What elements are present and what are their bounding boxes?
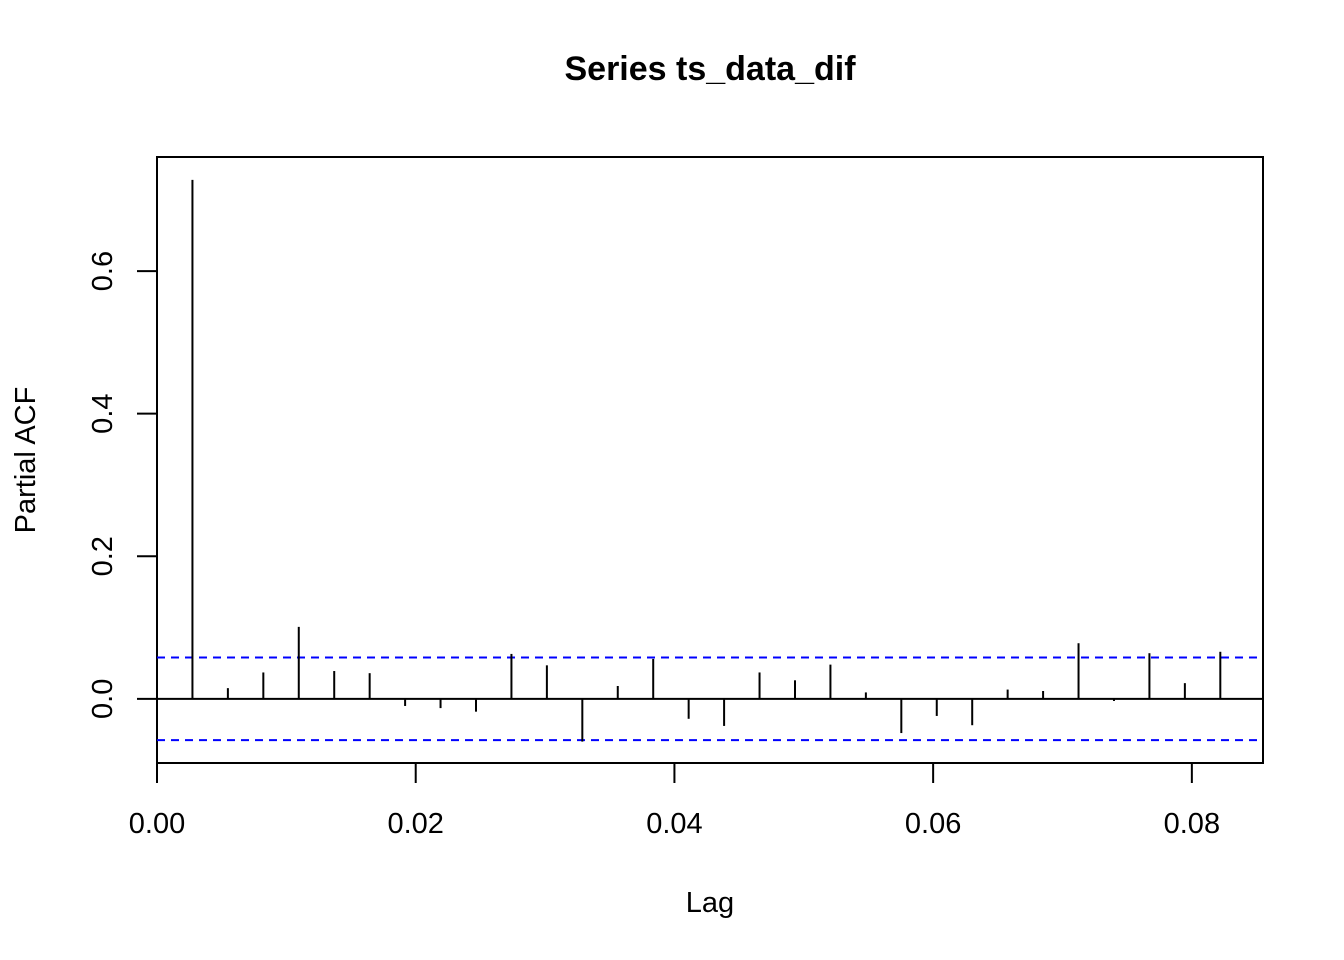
y-tick-label: 0.2	[87, 536, 119, 576]
y-tick-label: 0.6	[87, 251, 119, 291]
x-axis: 0.00 0.02 0.04 0.06 0.08	[129, 762, 1220, 840]
x-tick-label: 0.08	[1164, 808, 1220, 840]
x-tick-label: 0.02	[387, 808, 443, 840]
y-tick-label: 0.0	[87, 679, 119, 719]
chart-title: Series ts_data_dif	[564, 50, 856, 88]
x-tick-label: 0.00	[129, 808, 185, 840]
y-axis: 0.0 0.2 0.4 0.6	[87, 251, 158, 719]
x-tick-label: 0.06	[905, 808, 961, 840]
y-axis-label: Partial ACF	[10, 387, 42, 534]
x-tick-label: 0.04	[646, 808, 702, 840]
y-tick-label: 0.4	[87, 393, 119, 433]
pacf-marks	[157, 179, 1263, 742]
x-axis-label: Lag	[686, 887, 734, 919]
plot-frame	[156, 156, 1264, 764]
